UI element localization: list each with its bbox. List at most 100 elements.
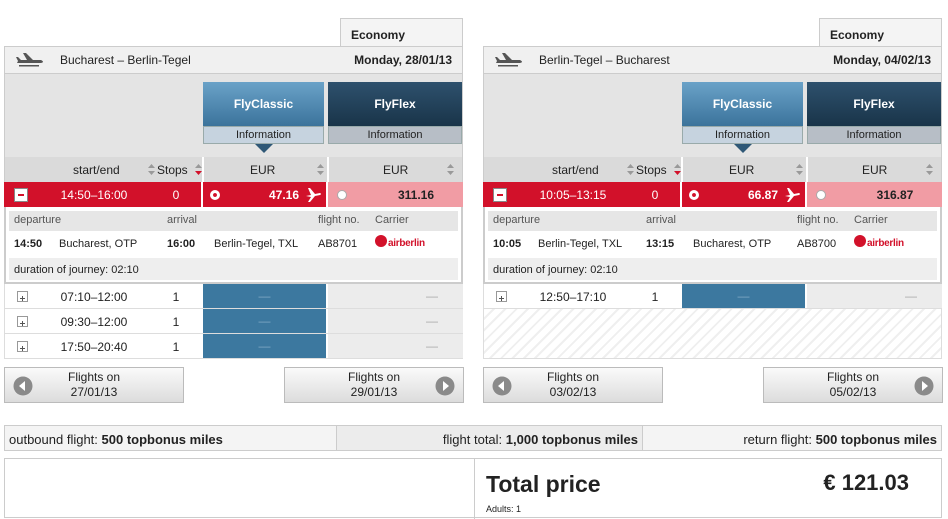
duration: duration of journey: 02:10 [493,264,618,276]
fare-info[interactable]: Information [203,126,324,144]
expand-button[interactable] [17,291,28,302]
column-stops[interactable]: Stops [636,163,667,177]
collapse-button[interactable] [14,188,28,202]
price-cell[interactable]: — [203,334,326,358]
column-price[interactable]: EUR [383,163,409,177]
departure-time: 14:50 [14,238,43,250]
expand-button[interactable] [496,291,507,302]
carrier: airberlin [388,238,425,249]
detail-heading: Carrier [854,214,888,226]
miles-section: return flight: 500 topbonus miles [642,426,941,450]
price-cell[interactable]: — [328,334,463,358]
arrival-time: 16:00 [167,238,196,250]
fare-name[interactable]: FlyClassic [203,82,324,126]
adults: Adults: 1 [486,504,522,514]
nav-arrow [492,376,512,399]
divider [681,157,683,182]
fare-info[interactable]: Information [807,126,941,144]
detail-heading: Carrier [375,214,409,226]
flight-number: AB8700 [797,238,837,250]
radio[interactable] [210,190,220,200]
flight-number: AB8701 [318,238,358,250]
fare-name[interactable]: FlyClassic [682,82,803,126]
price-cell[interactable]: — [682,284,805,308]
price-cell[interactable]: — [203,284,326,308]
nav-label: Flights on [826,370,880,384]
column-start-end[interactable]: start/end [73,163,120,177]
duration-row [488,258,937,280]
carrier-icon [854,235,866,247]
selected-row [483,182,680,207]
carrier-icon [375,235,387,247]
expand-button[interactable] [17,316,28,327]
price[interactable]: 316.87 [876,188,914,202]
fare-info[interactable]: Information [328,126,462,144]
miles-section: flight total: 1,000 topbonus miles [336,426,642,450]
sort-icon [148,164,155,178]
total-price: € 121.03 [823,470,909,495]
flight-panel: Economy Berlin-Tegel – Bucharest Monday, 0… [483,0,943,405]
miles-label: outbound flight: [9,432,98,447]
column-stops[interactable]: Stops [157,163,188,177]
route-header: Berlin-Tegel – Bucharest Monday, 04/02/13 [483,46,942,74]
cabin-tab[interactable]: Economy [340,18,463,47]
date-nav-button[interactable]: Flights on 29/01/13 [284,367,464,403]
fare-name[interactable]: FlyFlex [328,82,462,126]
total-label: Total price [486,471,601,497]
nav-date: 03/02/13 [549,385,597,399]
miles-value: 1,000 topbonus miles [505,432,638,447]
sort-icon [926,164,933,178]
price-cell[interactable]: — [807,284,942,308]
empty-area [483,309,942,359]
divider [806,157,808,182]
nav-date: 27/01/13 [70,385,118,399]
fare-info[interactable]: Information [682,126,803,144]
column-price[interactable]: EUR [729,163,755,177]
miles-bar: outbound flight: 500 topbonus miles fligh… [4,425,942,451]
column-price[interactable]: EUR [250,163,276,177]
plane-icon [494,52,524,71]
flight-time: 07:10–12:00 [60,290,128,304]
price[interactable]: 66.87 [747,188,778,202]
sort-icon [317,164,324,178]
flight-panel: Economy Bucharest – Berlin-Tegel Monday, 2… [4,0,464,405]
detail-heading: departure [14,214,62,226]
divider [474,459,475,519]
price-cell[interactable]: — [203,309,326,333]
miles-value: 500 topbonus miles [101,432,223,447]
cabin-tab[interactable]: Economy [819,18,942,47]
radio[interactable] [689,190,699,200]
stops: 1 [172,290,180,304]
column-price[interactable]: EUR [862,163,888,177]
expand-button[interactable] [17,341,28,352]
miles-section: outbound flight: 500 topbonus miles [5,426,336,450]
departure-place: Bucharest, OTP [59,238,138,250]
flight-time: 17:50–20:40 [60,340,128,354]
sort-icon [796,164,803,178]
collapse-button[interactable] [493,188,507,202]
selected-row [4,182,201,207]
price[interactable]: 311.16 [397,188,435,202]
radio[interactable] [337,190,347,200]
duration-row [9,258,458,280]
date-nav-button[interactable]: Flights on 27/01/13 [4,367,184,403]
miles-label: return flight: [743,432,812,447]
date-nav-button[interactable]: Flights on 05/02/13 [763,367,943,403]
price-cell[interactable]: — [328,284,463,308]
nav-arrow [13,376,33,399]
detail-heading: flight no. [318,214,360,226]
fare-name[interactable]: FlyFlex [807,82,941,126]
stops: 1 [651,290,659,304]
stops: 1 [172,340,180,354]
price[interactable]: 47.16 [268,188,299,202]
total-box: Total price € 121.03 Adults: 1 [4,458,942,519]
carrier: airberlin [867,238,904,249]
arrival-time: 13:15 [646,238,675,250]
price-cell[interactable]: — [328,309,463,333]
stops: 1 [172,315,180,329]
column-start-end[interactable]: start/end [552,163,599,177]
flight-time: 14:50–16:00 [60,188,128,202]
flight-time: 12:50–17:10 [539,290,607,304]
radio[interactable] [816,190,826,200]
date-nav-button[interactable]: Flights on 03/02/13 [483,367,663,403]
